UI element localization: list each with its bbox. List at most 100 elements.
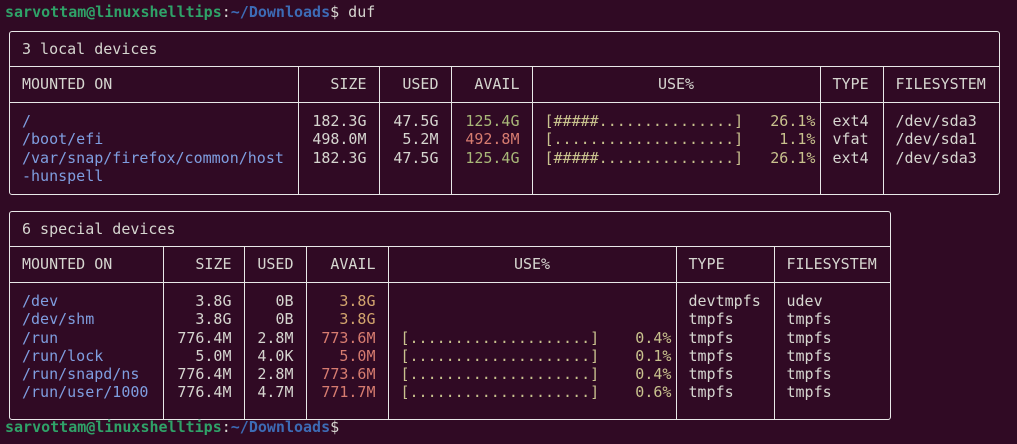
usage-percent: 0.4% (635, 365, 672, 384)
mount-path: /dev/shm (22, 310, 95, 329)
command-line: sarvottam@linuxshelltips:~/Downloads$ du… (5, 3, 375, 21)
filesystem: /dev/sda3 (895, 112, 977, 130)
mount-point: /run/user/1000 (10, 383, 164, 419)
prompt-path: ~/Downloads (230, 3, 331, 21)
mount-point: /run (10, 328, 164, 347)
fs-type: ext4 (820, 102, 884, 131)
filesystem: udev (786, 292, 823, 310)
usage (388, 282, 677, 311)
avail: 773.6M (306, 328, 389, 347)
used: 2.8M (244, 328, 307, 347)
table-row: /dev/shm 3.8G 0B 3.8G tmpfs tmpfs (10, 310, 890, 329)
table-row: /182.3G 47.5G 125.4G [#####...............]… (10, 102, 999, 131)
table-row: /run/lock 5.0M 4.0K 5.0M [..................… (10, 346, 890, 366)
fs-type: tmpfs (676, 310, 775, 329)
mount-path: /run/lock (22, 346, 104, 365)
column-header: MOUNTED ON (10, 246, 164, 283)
prompt-symbol: $ (330, 3, 340, 21)
avail: 125.4G (451, 102, 533, 131)
header-row: MOUNTED ON SIZE USED AVAIL USE% TYPE FILESYSTE… (10, 66, 999, 103)
usage: [#####...............] 26.1% (532, 148, 821, 195)
used: 0B (244, 282, 307, 311)
column-header: USE% (532, 66, 821, 103)
usage-bar: [#####...............] (544, 112, 744, 130)
avail: 771.7M (306, 383, 389, 419)
used: 2.8M (244, 365, 307, 384)
column-header: FILESYSTEM (774, 246, 891, 283)
mount-path: /var/snap/firefox/common/host-hunspell (22, 148, 284, 185)
mount-point: /var/snap/firefox/common/host-hunspell (10, 148, 299, 195)
command-text: duf (339, 3, 376, 21)
table-row: /run/snapd/ns 776.4M 2.8M 773.6M [..........… (10, 365, 890, 384)
filesystem: tmpfs (786, 365, 832, 384)
column-header: USED (244, 246, 307, 283)
prompt-symbol: $ (330, 418, 340, 436)
usage-bar: [#####...............] (544, 148, 744, 167)
usage-percent: 26.1% (770, 148, 816, 167)
table-row: /run/user/1000 776.4M 4.7M 771.7M [.........… (10, 383, 890, 419)
usage-percent: 1.1% (779, 130, 816, 149)
table-row: /dev 3.8G 0B 3.8G devtmpfs udev (10, 282, 890, 311)
fs-type: ext4 (820, 148, 884, 195)
usage-bar: [....................] (544, 130, 744, 149)
fs-type: tmpfs (676, 365, 775, 384)
table-title-row: 6 special devices (10, 212, 891, 247)
local-devices-table: 3 local devices MOUNTED ON SIZE USED AVAIL US… (9, 31, 1000, 196)
mount-point: /dev (10, 282, 164, 311)
usage-bar: [....................] (400, 328, 600, 347)
usage: [....................] 0.1% (388, 346, 677, 366)
avail: 773.6M (306, 365, 389, 384)
mount-point: /run/snapd/ns (10, 365, 164, 384)
usage-bar: [....................] (400, 346, 600, 365)
size: 182.3G (298, 148, 380, 195)
used: 0B (244, 310, 307, 329)
size: 776.4M (163, 383, 245, 419)
used: 47.5G (379, 102, 452, 131)
table-title-row: 3 local devices (10, 32, 999, 67)
mount-path: / (22, 112, 32, 130)
mount-path: /run (22, 328, 59, 347)
prompt-path: ~/Downloads (230, 418, 331, 436)
column-header: USE% (388, 246, 677, 283)
column-header: SIZE (298, 66, 380, 103)
size: 498.0M (298, 130, 380, 149)
usage-bar: [....................] (400, 383, 600, 402)
column-header: TYPE (676, 246, 775, 283)
fs-type: tmpfs (676, 328, 775, 347)
fs-type: devtmpfs (676, 282, 775, 311)
size: 776.4M (163, 328, 245, 347)
table-title: 3 local devices (10, 32, 999, 67)
size: 3.8G (163, 282, 245, 311)
usage: [....................] 1.1% (532, 130, 821, 149)
header-row: MOUNTED ON SIZE USED AVAIL USE% TYPE FILESYSTE… (10, 246, 891, 283)
fs-type: tmpfs (676, 383, 775, 419)
mount-point: /boot/efi (10, 130, 299, 149)
usage: [#####...............] 26.1% (532, 102, 821, 131)
usage: [....................] 0.4% (388, 328, 677, 347)
size: 3.8G (163, 310, 245, 329)
prompt-sep: : (221, 3, 231, 21)
column-header: AVAIL (451, 66, 533, 103)
filesystem: /dev/sda3 (895, 148, 977, 167)
prompt-user-host: sarvottam@linuxshelltips (5, 418, 222, 436)
filesystem: /dev/sda1 (895, 130, 977, 149)
used: 4.0K (244, 346, 307, 366)
filesystem: tmpfs (786, 346, 832, 365)
used: 5.2M (379, 130, 452, 149)
avail: 125.4G (451, 148, 533, 195)
column-header: AVAIL (306, 246, 389, 283)
usage-percent: 0.1% (635, 346, 672, 365)
filesystem: tmpfs (786, 310, 832, 329)
used: 47.5G (379, 148, 452, 195)
avail: 5.0M (306, 346, 389, 366)
prompt-sep: : (221, 418, 231, 436)
command-line-2: sarvottam@linuxshelltips:~/Downloads$ (5, 418, 339, 436)
mount-path: /run/user/1000 (22, 383, 149, 402)
size: 182.3G (298, 102, 380, 131)
mount-path: /boot/efi (22, 130, 104, 149)
table-row: /boot/efi 498.0M 5.2M 492.8M [..............… (10, 130, 999, 149)
table-row: /var/snap/firefox/common/host-hunspell 18… (10, 148, 999, 195)
mount-point: /run/lock (10, 346, 164, 366)
prompt-user-host: sarvottam@linuxshelltips (5, 3, 222, 21)
table-title: 6 special devices (10, 212, 891, 247)
